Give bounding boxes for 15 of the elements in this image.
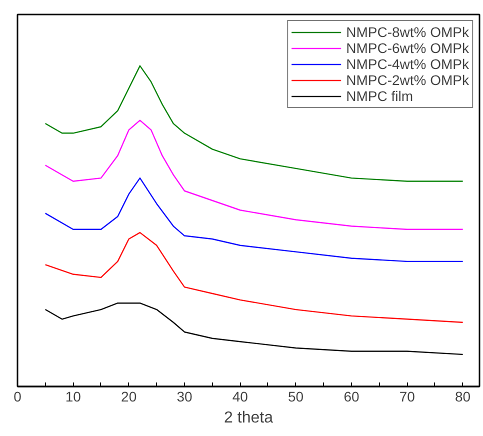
legend-label: NMPC-2wt% OMPk	[346, 72, 469, 88]
x-tick-label: 80	[455, 388, 471, 404]
x-tick-label: 50	[288, 388, 304, 404]
x-tick-label: 70	[399, 388, 416, 404]
legend-label: NMPC-8wt% OMPk	[346, 24, 469, 40]
x-tick-label: 60	[344, 388, 360, 404]
x-tick-label: 30	[176, 388, 192, 404]
x-tick-label: 10	[65, 388, 82, 404]
x-axis-title: 2 theta	[224, 410, 274, 426]
legend-label: NMPC-6wt% OMPk	[346, 40, 469, 56]
legend-label: NMPC film	[346, 88, 413, 104]
x-tick-label: 20	[121, 388, 137, 404]
x-tick-label: 40	[232, 388, 248, 404]
legend-label: NMPC-4wt% OMPk	[346, 56, 469, 72]
x-tick-label: 0	[14, 388, 22, 404]
